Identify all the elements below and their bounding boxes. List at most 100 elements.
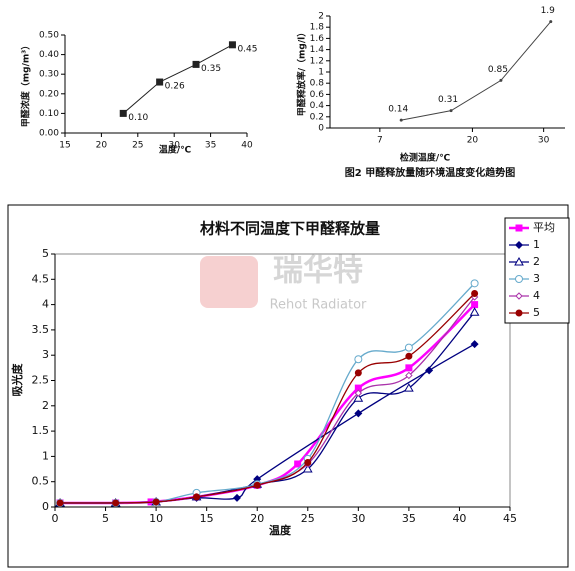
y-tick-label: 0.50 [39, 31, 59, 41]
series-line [401, 21, 552, 121]
y-tick-label: 0.40 [39, 50, 59, 60]
marker [228, 41, 236, 49]
y-tick-label: 0 [318, 124, 324, 134]
marker [549, 20, 553, 24]
x-tick-label: 5 [102, 512, 109, 525]
legend-label: 4 [533, 289, 540, 302]
marker [404, 343, 413, 352]
y-tick-label: 0.5 [32, 475, 50, 488]
marker [470, 340, 479, 349]
y-tick-label: 4 [42, 298, 49, 311]
marker [470, 279, 479, 288]
y-tick-label: 0.20 [39, 89, 59, 99]
watermark: 瑞华特 [273, 254, 363, 289]
legend-marker [514, 256, 524, 266]
data-label: 0.35 [201, 64, 221, 74]
x-tick-label: 20 [96, 141, 108, 151]
marker [353, 393, 364, 402]
marker [233, 493, 241, 502]
x-tick-label: 35 [402, 512, 416, 525]
marker [304, 458, 312, 466]
legend-label: 平均 [533, 221, 555, 234]
marker [405, 364, 413, 372]
marker [354, 389, 363, 397]
marker [112, 499, 120, 507]
y-tick-label: 0.10 [39, 109, 59, 119]
watermark-logo [200, 256, 258, 308]
marker [152, 498, 160, 506]
marker [302, 464, 313, 473]
x-tick-label: 40 [241, 141, 253, 151]
marker [354, 409, 363, 418]
marker [399, 118, 403, 122]
y-tick-label: 1.4 [310, 45, 325, 55]
marker [294, 460, 302, 468]
data-label: 0.85 [488, 65, 508, 75]
y-axis-label: 吸光度 [10, 363, 24, 397]
x-tick-label: 10 [149, 512, 163, 525]
y-tick-label: 3 [42, 348, 49, 361]
x-axis-label: 检测温度/℃ [400, 152, 450, 164]
marker [471, 301, 479, 309]
y-tick-label: 2 [42, 399, 49, 412]
legend-marker [515, 224, 523, 232]
y-tick-label: 1.6 [310, 34, 325, 44]
marker [405, 352, 413, 360]
legend-label: 2 [533, 255, 540, 268]
marker [354, 384, 362, 392]
y-axis-label: 甲醛浓度（mg/m³） [20, 41, 32, 127]
marker [354, 355, 363, 364]
logo-box [200, 256, 258, 308]
x-tick-label: 45 [503, 512, 517, 525]
marker [471, 289, 479, 297]
marker [404, 383, 414, 392]
data-label: 0.10 [128, 113, 148, 123]
x-tick-label: 30 [168, 141, 180, 151]
x-tick-label: 15 [200, 512, 214, 525]
legend-marker [515, 241, 523, 249]
marker [193, 493, 201, 501]
x-axis-label: 温度 [269, 523, 292, 537]
data-label: 0.45 [237, 44, 257, 54]
x-tick-label: 25 [301, 512, 315, 525]
y-tick-label: 0.00 [39, 129, 59, 139]
marker [499, 78, 503, 82]
x-tick-label: 25 [132, 141, 143, 151]
legend-box [504, 217, 570, 324]
x-tick-label: 20 [250, 512, 264, 525]
y-tick-label: 0.2 [310, 112, 324, 122]
y-axis-label: 甲醛释放率/（mg/l） [296, 28, 308, 116]
x-tick-label: 7 [377, 136, 383, 146]
legend-marker [515, 292, 523, 300]
y-tick-label: 0.4 [310, 101, 325, 111]
y-tick-label: 1 [318, 68, 324, 78]
y-tick-label: 2 [318, 12, 324, 22]
marker [253, 481, 261, 489]
chart-title: 材料不同温度下甲醛释放量 [200, 220, 380, 238]
x-tick-label: 40 [452, 512, 466, 525]
data-label: 1.9 [541, 6, 556, 16]
data-label: 0.31 [438, 95, 458, 105]
y-tick-label: 1.5 [32, 424, 50, 437]
y-tick-label: 2.5 [32, 374, 50, 387]
series-line [60, 292, 476, 504]
legend-label: 1 [533, 238, 540, 251]
marker [449, 109, 453, 113]
y-tick-label: 5 [42, 247, 49, 260]
legend-marker [515, 275, 523, 283]
y-tick-label: 3.5 [32, 323, 50, 336]
marker [56, 499, 64, 507]
legend-label: 5 [533, 306, 540, 319]
y-tick-label: 0.30 [39, 70, 59, 80]
x-tick-label: 20 [467, 136, 479, 146]
x-tick-label: 30 [351, 512, 365, 525]
y-tick-label: 0.6 [310, 90, 325, 100]
caption: 图2 甲醛释放量随环境温度变化趋势图 [345, 166, 515, 179]
y-tick-label: 1.2 [310, 56, 324, 66]
legend-label: 3 [533, 272, 540, 285]
marker [425, 366, 434, 375]
y-tick-label: 1.8 [310, 23, 325, 33]
data-label: 0.26 [165, 82, 185, 92]
x-tick-label: 0 [52, 512, 59, 525]
